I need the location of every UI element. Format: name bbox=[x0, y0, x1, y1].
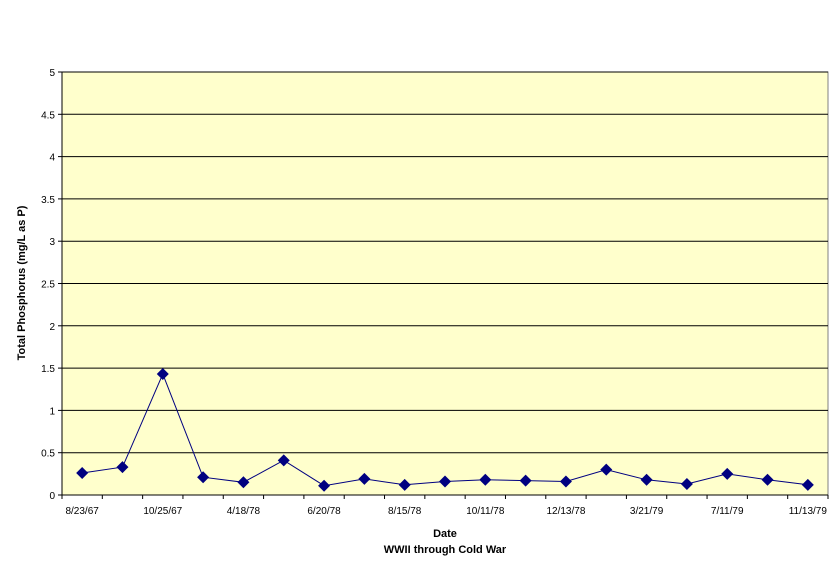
data-point-marker bbox=[439, 475, 451, 488]
x-axis-title: Date bbox=[433, 528, 457, 540]
y-axis: 0 0.5 1 1.5 2 2.5 3 3.5 4 4.5 5 bbox=[41, 68, 62, 502]
y-tick-label: 1.5 bbox=[41, 364, 55, 375]
gridlines bbox=[61, 71, 828, 496]
y-tick-label: 2.5 bbox=[41, 280, 55, 291]
y-tick-label: 5 bbox=[49, 68, 55, 79]
x-tick-label: 8/15/78 bbox=[388, 506, 422, 517]
y-tick-label: 3 bbox=[49, 237, 55, 248]
data-point-marker bbox=[600, 463, 613, 476]
data-point-marker bbox=[277, 454, 290, 467]
x-tick-label: 10/11/78 bbox=[466, 506, 505, 517]
data-point-marker bbox=[479, 473, 492, 486]
data-point-marker bbox=[76, 467, 89, 480]
x-axis: 8/23/67 10/25/67 4/18/78 6/20/78 8/15/78 10/1… bbox=[61, 495, 829, 517]
data-point-marker bbox=[358, 472, 371, 485]
x-tick-label: 6/20/78 bbox=[307, 506, 341, 517]
data-point-marker bbox=[519, 474, 532, 487]
data-point-marker bbox=[116, 461, 129, 474]
x-tick-label: 4/18/78 bbox=[227, 506, 261, 517]
y-tick-label: 0 bbox=[49, 491, 55, 502]
data-point-marker bbox=[156, 368, 169, 381]
y-tick-label: 0.5 bbox=[41, 449, 55, 460]
x-tick-label: 3/21/79 bbox=[630, 506, 664, 517]
x-tick-label: 12/13/78 bbox=[546, 506, 585, 517]
data-point-marker bbox=[197, 471, 210, 484]
x-tick-label: 10/25/67 bbox=[143, 506, 182, 517]
y-tick-label: 4 bbox=[49, 153, 55, 164]
data-point-marker bbox=[721, 467, 734, 480]
y-tick-label: 3.5 bbox=[41, 195, 55, 206]
y-tick-label: 1 bbox=[49, 406, 55, 417]
x-tick-label: 7/11/79 bbox=[711, 506, 744, 517]
data-markers bbox=[76, 368, 814, 492]
x-tick-label: 8/23/67 bbox=[65, 506, 99, 517]
data-point-marker bbox=[559, 475, 572, 488]
y-tick-label: 4.5 bbox=[41, 110, 55, 121]
data-point-marker bbox=[761, 473, 774, 486]
y-tick-label: 2 bbox=[49, 322, 55, 333]
x-tick-label: 11/13/79 bbox=[789, 506, 828, 517]
data-point-marker bbox=[680, 478, 693, 491]
data-point-marker bbox=[237, 476, 250, 489]
y-axis-title: Total Phosphorus (mg/L as P) bbox=[16, 205, 28, 360]
x-axis-subtitle: WWII through Cold War bbox=[384, 544, 507, 556]
data-point-marker bbox=[318, 479, 331, 492]
data-point-marker bbox=[640, 473, 653, 486]
data-point-marker bbox=[398, 478, 411, 491]
data-point-marker bbox=[801, 478, 814, 491]
